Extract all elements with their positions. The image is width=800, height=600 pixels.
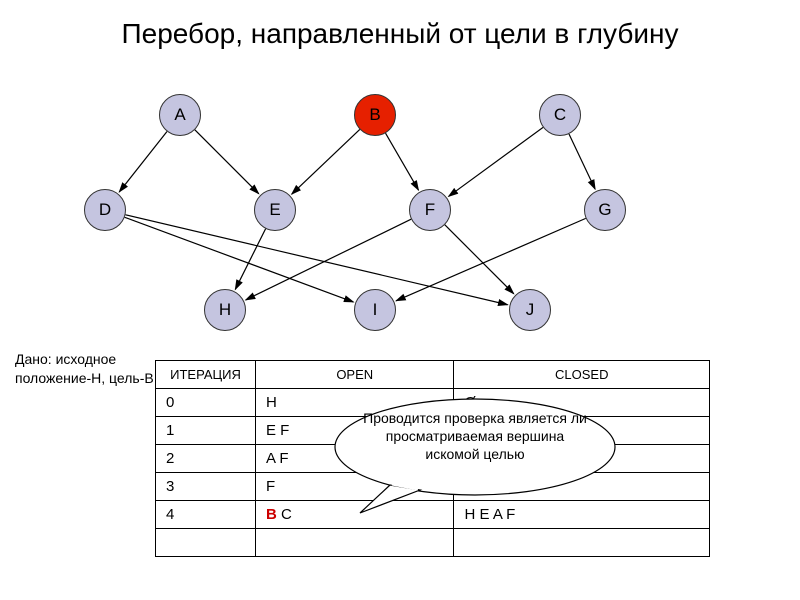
- graph-node-c: C: [539, 94, 581, 136]
- edge-c-g: [569, 134, 595, 189]
- col-closed: CLOSED: [454, 361, 710, 389]
- graph-node-f: F: [409, 189, 451, 231]
- cell-iter: [156, 529, 256, 557]
- edge-f-h: [246, 219, 411, 300]
- given-caption: Дано: исходное положение-H, цель-B: [15, 350, 155, 388]
- cell-open: [256, 529, 454, 557]
- cell-iter: 0: [156, 389, 256, 417]
- cell-iter: 2: [156, 445, 256, 473]
- edge-e-h: [235, 229, 265, 290]
- graph-diagram: A B C D E F G H I J: [0, 70, 800, 350]
- graph-node-g: G: [584, 189, 626, 231]
- graph-node-j: J: [509, 289, 551, 331]
- cell-iter: 3: [156, 473, 256, 501]
- graph-node-b: B: [354, 94, 396, 136]
- edge-c-f: [449, 127, 543, 196]
- cell-closed: [454, 529, 710, 557]
- edge-b-f: [386, 133, 419, 190]
- graph-node-a: A: [159, 94, 201, 136]
- callout-text: Проводится проверка является ли просматр…: [360, 409, 590, 464]
- graph-node-d: D: [84, 189, 126, 231]
- edge-g-i: [396, 218, 586, 300]
- col-iteration: ИТЕРАЦИЯ: [156, 361, 256, 389]
- cell-iter: 1: [156, 417, 256, 445]
- edge-a-d: [119, 131, 167, 191]
- edge-d-i: [125, 217, 354, 302]
- edge-a-e: [195, 130, 259, 194]
- graph-node-i: I: [354, 289, 396, 331]
- edge-d-j: [125, 215, 507, 305]
- page-title: Перебор, направленный от цели в глубину: [0, 0, 800, 50]
- col-open: OPEN: [256, 361, 454, 389]
- edge-b-e: [292, 129, 360, 194]
- table-row: [156, 529, 710, 557]
- edge-f-j: [445, 225, 514, 294]
- graph-node-h: H: [204, 289, 246, 331]
- cell-iter: 4: [156, 501, 256, 529]
- graph-node-e: E: [254, 189, 296, 231]
